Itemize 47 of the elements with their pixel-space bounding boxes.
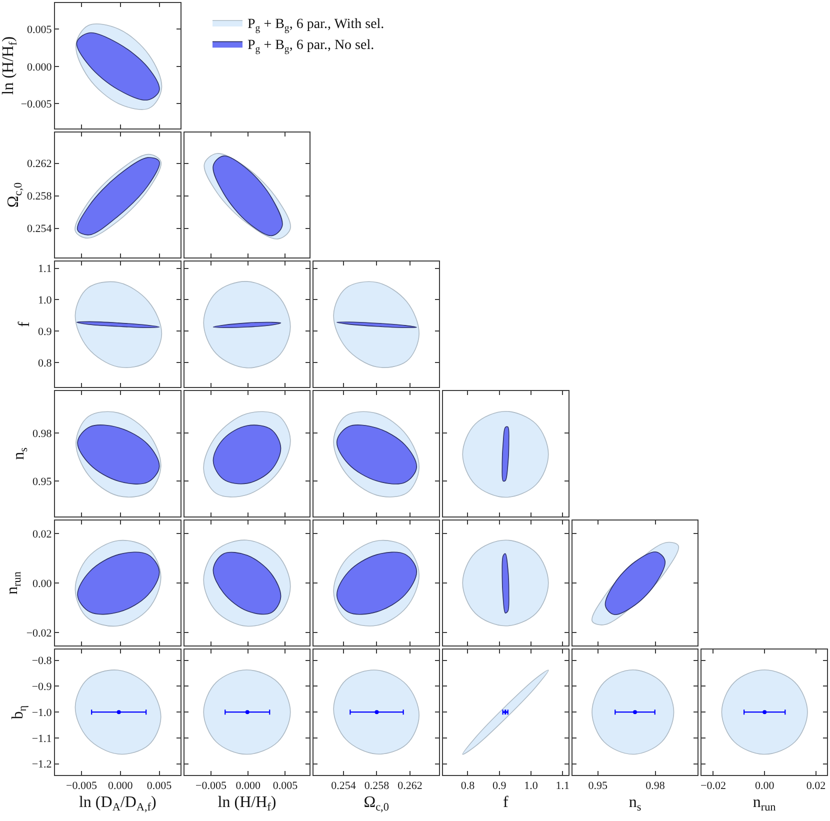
y-tick-label: −0.005 bbox=[20, 98, 52, 111]
x-tick-label: 0.98 bbox=[646, 780, 666, 792]
x-tick-label: 0.262 bbox=[398, 780, 422, 792]
legend-label: P$_{g}$ + B$_{g}$, 6 par., No sel. bbox=[247, 38, 374, 56]
x-tick-label: 0.258 bbox=[364, 780, 390, 792]
y-tick-label: 1.0 bbox=[38, 294, 52, 307]
x-axis-title: n$_{run}$ bbox=[752, 794, 776, 814]
x-tick-label: 0.00 bbox=[754, 780, 775, 792]
x-tick-label: 0.005 bbox=[272, 780, 298, 792]
y-tick-label: 0.005 bbox=[27, 24, 52, 36]
x-tick-label: −0.02 bbox=[700, 780, 726, 792]
legend-label: P$_{g}$ + B$_{g}$, 6 par., With sel. bbox=[247, 16, 384, 34]
y-axis-title: f bbox=[16, 320, 33, 327]
x-tick-label: −0.005 bbox=[196, 780, 228, 792]
y-tick-label: 1.1 bbox=[38, 263, 52, 276]
x-tick-label: 1.0 bbox=[524, 780, 538, 792]
y-tick-label: 0.8 bbox=[38, 357, 52, 370]
x-tick-label: 0.254 bbox=[331, 780, 356, 792]
y-tick-label: −1.1 bbox=[32, 732, 52, 745]
y-tick-label: −0.02 bbox=[26, 627, 52, 640]
y-tick-label: 0.254 bbox=[27, 223, 52, 236]
y-tick-label: 0.000 bbox=[27, 61, 52, 74]
x-axis-title: n$_{s}$ bbox=[628, 794, 642, 814]
x-tick-label: 0.000 bbox=[236, 780, 261, 792]
y-tick-label: −0.9 bbox=[32, 681, 52, 694]
x-tick-label: 1.1 bbox=[556, 780, 570, 792]
y-tick-label: 0.02 bbox=[32, 528, 52, 541]
x-tick-label: 0.02 bbox=[806, 780, 826, 792]
y-tick-label: 0.262 bbox=[27, 158, 52, 170]
y-tick-label: 0.98 bbox=[32, 428, 52, 440]
x-axis-title: ln (D$_{A}$/D$_{A,f}$) bbox=[78, 794, 156, 814]
x-axis-title: ln (H/H$_{f}$) bbox=[218, 794, 276, 814]
y-tick-label: 0.9 bbox=[38, 326, 52, 338]
x-tick-label: 0.005 bbox=[146, 780, 172, 792]
y-tick-label: 0.258 bbox=[27, 190, 52, 203]
y-tick-label: −1.2 bbox=[32, 758, 52, 771]
x-axis-title: Ω$_{c,0}$ bbox=[364, 794, 390, 814]
x-tick-label: 0.95 bbox=[588, 780, 608, 792]
y-tick-label: −0.8 bbox=[32, 655, 52, 668]
y-tick-label: −1.0 bbox=[32, 706, 52, 719]
y-tick-label: 0.00 bbox=[32, 578, 52, 590]
x-tick-label: 0.8 bbox=[460, 780, 476, 792]
x-tick-label: 0.000 bbox=[108, 780, 134, 792]
y-tick-label: 0.95 bbox=[32, 476, 52, 488]
x-tick-label: 0.9 bbox=[492, 780, 507, 792]
x-tick-label: −0.005 bbox=[66, 780, 98, 792]
x-axis-title: f bbox=[503, 794, 510, 811]
